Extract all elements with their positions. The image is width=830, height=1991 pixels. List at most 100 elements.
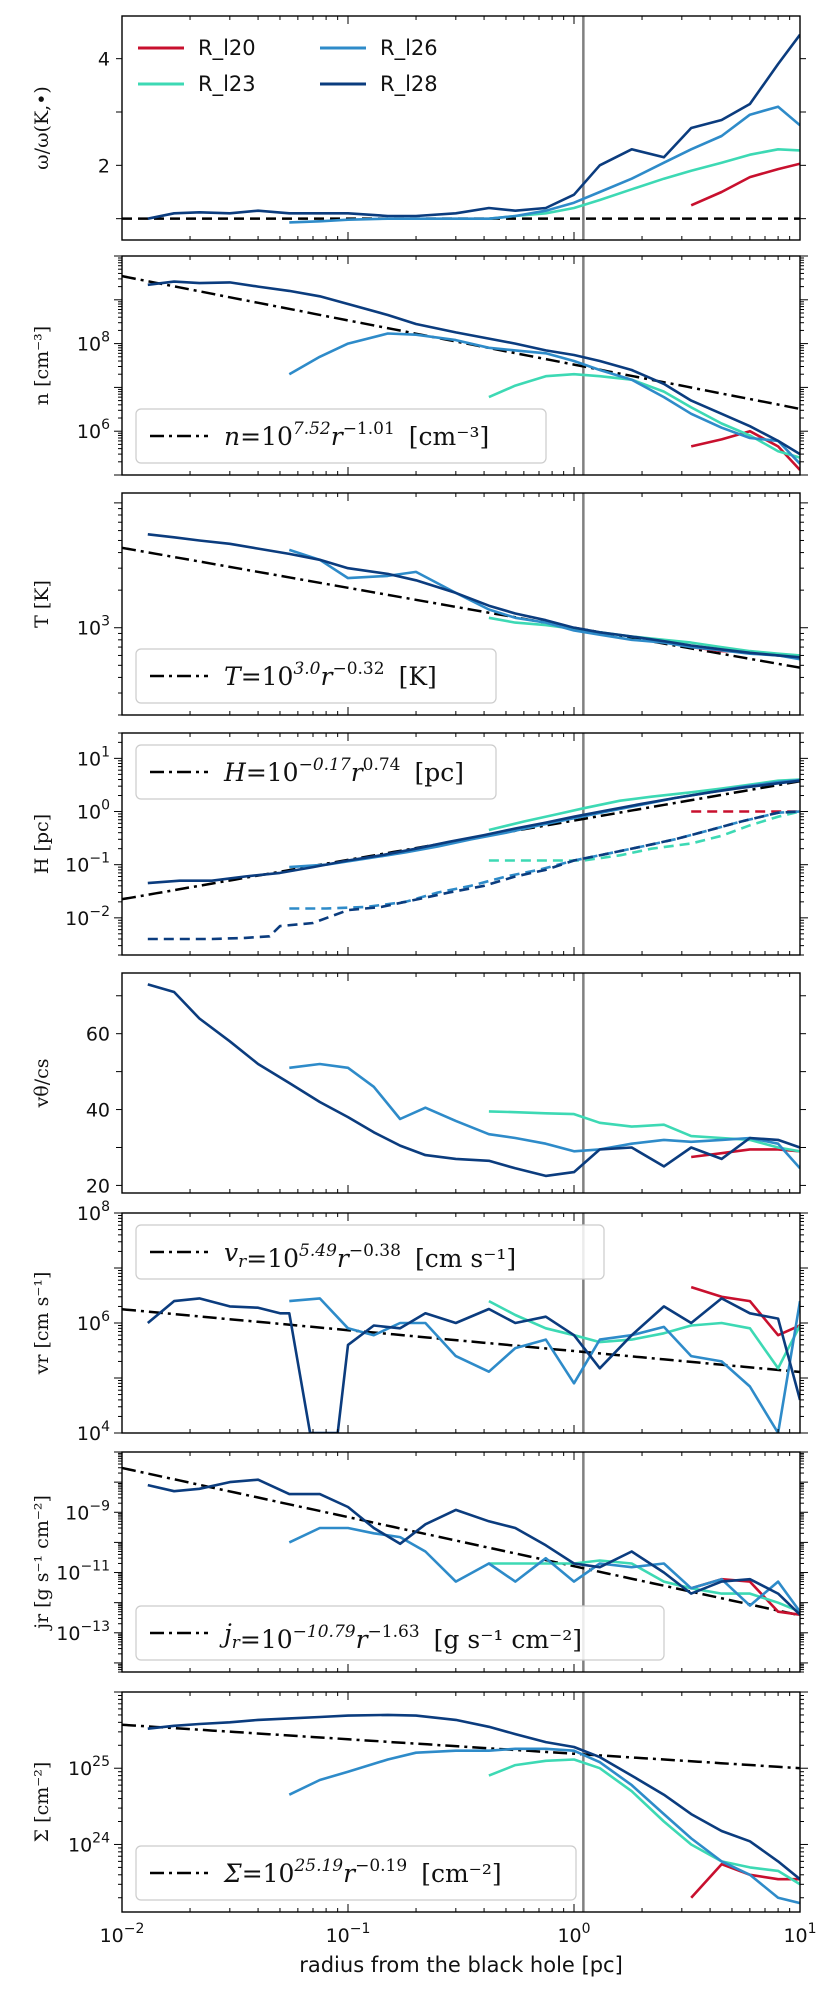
y-axis-label: Σ [cm⁻²] (31, 1762, 53, 1843)
fit-legend: n=107.52r−1.01 [cm⁻³] (135, 408, 547, 464)
series-line-R_l26 (288, 1526, 800, 1613)
series-line-R_l20 (690, 1862, 800, 1899)
fit-coef: 10 (267, 1244, 299, 1273)
fit-legend: Σ=1025.19r−0.19 [cm⁻²] (135, 1845, 577, 1901)
y-tick-label: 2 (98, 155, 110, 177)
y-axis-label: vr [cm s⁻¹] (31, 1272, 53, 1376)
fit-r: r (331, 422, 345, 451)
fit-legend: H=10−0.17r0.74 [pc] (135, 744, 497, 800)
fit-r: r (351, 758, 365, 787)
fit-coef: 10 (261, 1625, 293, 1654)
tick-exponent: 8 (101, 330, 110, 346)
fit-equation: H=10−0.17r0.74 [pc] (223, 755, 464, 787)
y-axis-label: ω/ω(K,•) (31, 86, 53, 170)
y-tick-label: 10−1 (65, 851, 110, 877)
fit-r: r (321, 662, 335, 691)
fit-equation: T=103.0r−0.32 [K] (224, 659, 437, 691)
tick-base: 10 (77, 1313, 101, 1335)
y-tick-label: 101 (77, 744, 110, 770)
y-tick-label: 10−9 (65, 1498, 110, 1524)
y-tick-label: 104 (77, 1419, 110, 1445)
axes-frame (121, 492, 801, 716)
plot-area (122, 493, 800, 715)
legend-label-R_l28: R_l28 (380, 72, 438, 97)
tick-base: 10 (557, 1925, 581, 1947)
fit-lhs-sub: r (232, 1633, 241, 1653)
tick-exponent: 25 (92, 1754, 110, 1770)
axes-frame (121, 15, 801, 241)
fit-eq: = (242, 1859, 263, 1888)
fit-eq: = (240, 422, 261, 451)
legend-label-R_l20: R_l20 (198, 36, 256, 61)
x-axis-label: radius from the black hole [pc] (299, 1953, 623, 1977)
tick-exponent: 24 (92, 1830, 110, 1846)
y-tick-label: 4 (98, 49, 110, 71)
fit-coef: 10 (263, 1859, 295, 1888)
fit-unit: [pc] (415, 758, 465, 787)
series-line-R_l23 (488, 1758, 800, 1886)
tick-base: 10 (56, 1563, 80, 1585)
series-line-R_l26 (289, 1062, 800, 1170)
tick-base: 10 (783, 1925, 807, 1947)
tick-base: 10 (65, 908, 89, 930)
fit-r-exp: −1.63 (368, 1622, 420, 1642)
series-legend: R_l20 R_l26 R_l23 R_l28 (138, 36, 438, 97)
fit-r: r (343, 1859, 357, 1888)
plot-area (147, 973, 800, 1193)
tick-base: 10 (77, 618, 101, 640)
series-line-R_l28 (147, 779, 800, 885)
fit-eq: = (246, 1244, 267, 1273)
fit-lhs: T (224, 662, 243, 691)
fit-legend-box (135, 744, 497, 800)
fit-r-exp: 0.74 (363, 755, 401, 775)
tick-base: 10 (77, 802, 101, 824)
fit-coef: 10 (261, 422, 293, 451)
tick-base: 10 (77, 1423, 101, 1445)
tick-base: 10 (326, 1925, 350, 1947)
axes-frame (121, 1212, 801, 1434)
series-line-R_l28 (147, 1478, 800, 1616)
fit-legend: vr=105.49r−0.38 [cm s⁻¹] (135, 1224, 605, 1280)
tick-exponent: 1 (808, 1921, 817, 1937)
y-tick-label: 106 (77, 417, 110, 443)
series-line-R_l26 (288, 548, 800, 661)
series-line-R_l28 (147, 1713, 800, 1881)
tick-exponent: 6 (101, 1309, 110, 1325)
series-line-R_l26 (288, 1747, 800, 1905)
fit-unit: [cm⁻²] (421, 1859, 501, 1888)
fit-unit: [g s⁻¹ cm⁻²] (434, 1625, 582, 1654)
series-line-R_l28 (147, 280, 800, 456)
y-axis-label: n [cm⁻³] (31, 326, 53, 405)
fit-legend-box (135, 408, 547, 464)
y-tick-label: 1024 (68, 1830, 110, 1856)
axes-frame (121, 732, 801, 956)
legend-label-R_l23: R_l23 (198, 72, 256, 97)
legend-label-R_l26: R_l26 (380, 36, 438, 61)
tick-base: 10 (77, 421, 101, 443)
y-axis-label: H [pc] (31, 814, 53, 874)
series-line-R_l28 (146, 1297, 800, 1433)
tick-exponent: −13 (80, 1619, 110, 1635)
series-line-R_l26 (289, 1297, 800, 1433)
y-tick-label: 20 (86, 1175, 110, 1197)
tick-exponent: −2 (124, 1921, 145, 1937)
tick-exponent: 0 (582, 1921, 591, 1937)
tick-base: 10 (68, 1834, 92, 1856)
fit-unit: [K] (399, 662, 437, 691)
series-line-R_l20 (690, 1285, 800, 1337)
fit-eq: = (240, 1625, 261, 1654)
fit-legend-box (135, 648, 497, 704)
series-line-R_l26 (288, 332, 800, 465)
fit-r-exp: −0.19 (355, 1856, 407, 1876)
axes-frame (121, 972, 801, 1194)
panel-vtheta: 20 40 60 vθ/cs (31, 972, 806, 1197)
y-tick-label: 100 (77, 798, 110, 824)
series-line-R_l23 (488, 148, 800, 220)
fit-eq: = (241, 662, 262, 691)
tick-exponent: −9 (89, 1498, 110, 1514)
fit-legend-box (135, 1224, 605, 1280)
